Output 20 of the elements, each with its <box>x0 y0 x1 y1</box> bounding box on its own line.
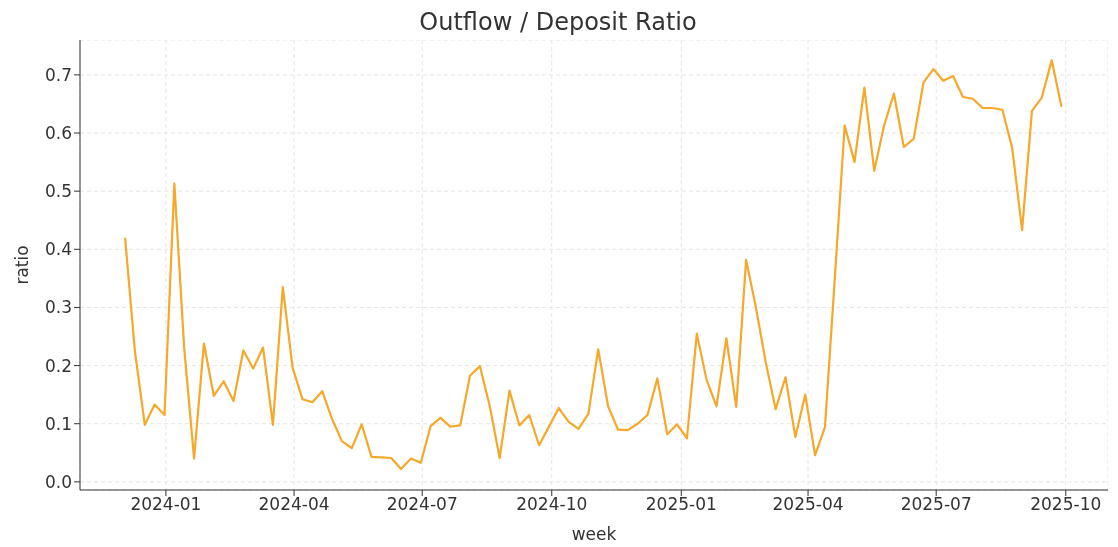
x-tick-label: 2025-10 <box>1030 494 1102 515</box>
y-tick-label: 0.3 <box>44 297 72 318</box>
x-tick-label: 2024-07 <box>386 494 458 515</box>
x-tick-label: 2025-04 <box>772 494 844 515</box>
x-axis-title: week <box>571 524 617 544</box>
x-tick-label: 2025-07 <box>900 494 972 515</box>
y-tick-label: 0.5 <box>44 181 72 202</box>
y-tick-label: 0.0 <box>44 471 72 492</box>
y-tick-label: 0.4 <box>44 239 72 260</box>
x-tick-label: 2025-01 <box>645 494 717 515</box>
y-axis-title: ratio <box>12 245 33 285</box>
line-series <box>123 59 1063 471</box>
x-tick-label: 2024-04 <box>258 494 330 515</box>
x-tick-label: 2024-01 <box>130 494 202 515</box>
y-tick-label: 0.6 <box>44 123 72 144</box>
y-tick-label: 0.7 <box>44 64 72 85</box>
x-tick-label: 2024-10 <box>516 494 588 515</box>
y-tick-label: 0.1 <box>44 413 72 434</box>
y-tick-label: 0.2 <box>44 355 72 376</box>
chart-title: Outflow / Deposit Ratio <box>418 8 698 38</box>
